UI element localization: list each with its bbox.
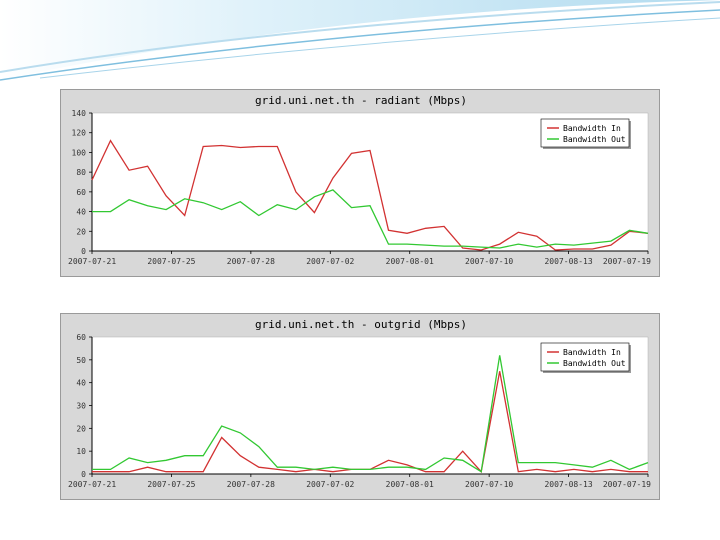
x-tick-label: 2007-07-21 [68, 480, 116, 489]
series-line-bandwidth-out [92, 355, 649, 473]
x-tick-label: 2007-08-01 [386, 257, 434, 266]
x-tick-label: 2007-08-01 [386, 480, 434, 489]
x-tick-label: 2007-07-28 [227, 480, 275, 489]
y-tick-label: 140 [72, 109, 87, 118]
x-tick-label: 2007-08-13 [544, 257, 592, 266]
legend-label: Bandwidth Out [563, 135, 626, 144]
outgrid-chart: grid.uni.net.th - outgrid (Mbps) 0 10 20 30 4… [68, 318, 651, 489]
series-line-bandwidth-out [92, 189, 649, 249]
chart-title: grid.uni.net.th - outgrid (Mbps) [255, 318, 467, 331]
x-tick-label: 2007-07-19 [603, 480, 651, 489]
x-tick-label: 2007-07-28 [227, 257, 275, 266]
x-tick-label: 2007-07-02 [306, 480, 354, 489]
x-tick-label: 2007-07-02 [306, 257, 354, 266]
legend-label: Bandwidth In [563, 124, 621, 133]
y-tick-label: 20 [76, 227, 86, 236]
y-tick-label: 20 [76, 424, 86, 433]
y-tick-label: 120 [72, 129, 87, 138]
legend-label: Bandwidth Out [563, 359, 626, 368]
chart-panel-outgrid: grid.uni.net.th - outgrid (Mbps) 0 10 20 30 4… [60, 313, 660, 500]
x-tick-label: 2007-07-21 [68, 257, 116, 266]
x-tick-label: 2007-07-25 [147, 480, 195, 489]
y-tick-label: 100 [72, 148, 87, 157]
y-tick-label: 30 [76, 402, 86, 411]
y-tick-label: 0 [81, 470, 86, 479]
legend-box [540, 342, 630, 372]
y-tick-label: 60 [76, 333, 86, 342]
y-tick-label: 0 [81, 247, 86, 256]
series-line-bandwidth-in [91, 139, 649, 251]
y-tick-label: 80 [76, 168, 86, 177]
y-tick-label: 60 [76, 188, 86, 197]
x-tick-label: 2007-08-13 [544, 480, 592, 489]
x-tick-label: 2007-07-19 [603, 257, 651, 266]
y-tick-label: 50 [76, 356, 86, 365]
legend-label: Bandwidth In [563, 348, 621, 357]
chart-title: grid.uni.net.th - radiant (Mbps) [255, 94, 467, 107]
x-tick-label: 2007-07-10 [465, 257, 513, 266]
y-tick-label: 10 [76, 447, 86, 456]
legend-box [540, 118, 630, 148]
x-tick-label: 2007-07-25 [147, 257, 195, 266]
chart-panel-radiant: grid.uni.net.th - radiant (Mbps) 0 20 40 60 8… [60, 89, 660, 277]
header-swoosh-decoration [0, 0, 720, 81]
x-tick-label: 2007-07-10 [465, 480, 513, 489]
y-tick-label: 40 [76, 379, 86, 388]
radiant-chart: grid.uni.net.th - radiant (Mbps) 0 20 40 60 8… [68, 94, 651, 266]
y-tick-label: 40 [76, 208, 86, 217]
